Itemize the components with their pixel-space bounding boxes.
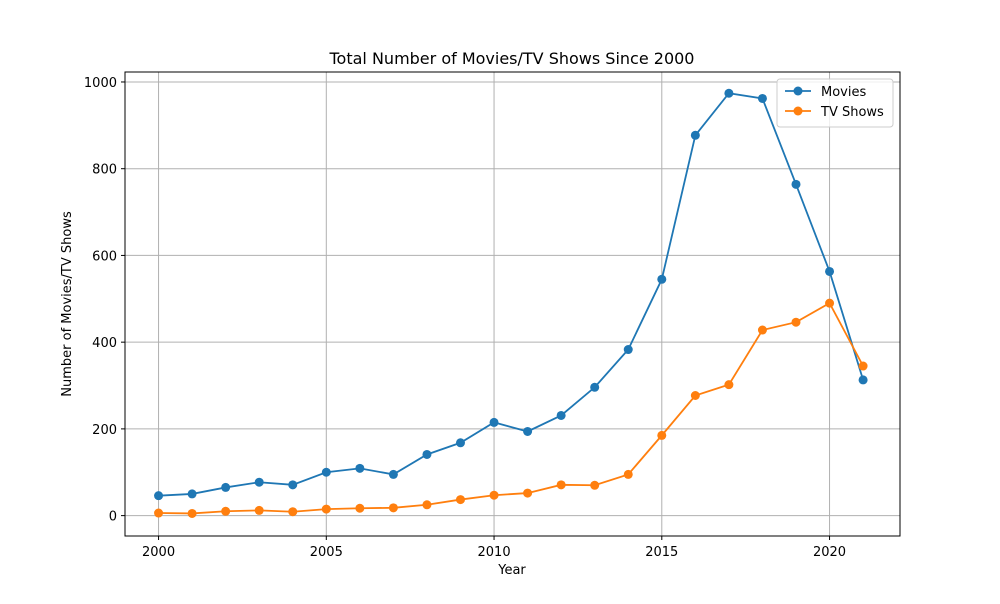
tv-shows-point bbox=[187, 508, 197, 518]
tv-shows-point bbox=[422, 500, 432, 510]
y-tick-label: 1000 bbox=[84, 76, 117, 91]
y-tick-label: 400 bbox=[92, 336, 117, 351]
movies-point bbox=[187, 489, 197, 499]
tv-shows-point bbox=[523, 488, 533, 498]
movies-point bbox=[489, 417, 499, 427]
chart-title: Total Number of Movies/TV Shows Since 20… bbox=[329, 49, 695, 68]
series-layer bbox=[154, 88, 868, 518]
tv-shows-point bbox=[288, 507, 298, 517]
movies-point bbox=[355, 463, 365, 473]
x-tick-label: 2015 bbox=[645, 545, 678, 560]
movies-point bbox=[388, 469, 398, 479]
y-axis: 0 200 400 600 800 1000 bbox=[84, 76, 125, 525]
movies-point bbox=[422, 449, 432, 459]
movies-point bbox=[858, 375, 868, 385]
legend-label-movies: Movies bbox=[821, 85, 866, 100]
movies-point bbox=[825, 266, 835, 276]
tv-shows-point bbox=[590, 480, 600, 490]
x-tick-label: 2005 bbox=[310, 545, 343, 560]
x-axis: 2000 2005 2010 2015 2020 bbox=[142, 536, 846, 560]
tv-shows-point bbox=[254, 505, 264, 515]
tv-shows-point bbox=[556, 480, 566, 490]
tv-shows-point bbox=[825, 298, 835, 308]
tv-shows-point bbox=[154, 508, 164, 518]
tv-shows-point bbox=[221, 506, 231, 516]
movies-point bbox=[321, 467, 331, 477]
y-tick-label: 200 bbox=[92, 423, 117, 438]
legend-label-tv-shows: TV Shows bbox=[820, 105, 884, 120]
legend-item-movies: Movies bbox=[785, 85, 866, 100]
movies-point bbox=[221, 482, 231, 492]
x-axis-title: Year bbox=[497, 563, 526, 578]
grid bbox=[125, 72, 900, 536]
movies-point bbox=[690, 130, 700, 140]
tv-shows-point bbox=[355, 503, 365, 513]
movies-point bbox=[724, 88, 734, 98]
movies-point bbox=[455, 438, 465, 448]
movies-point bbox=[254, 477, 264, 487]
movies-point bbox=[523, 426, 533, 436]
legend-marker-tv-shows bbox=[793, 106, 803, 116]
tv-shows-point bbox=[690, 390, 700, 400]
tv-shows-point bbox=[489, 490, 499, 500]
plot-frame bbox=[124, 71, 901, 537]
tv-shows-point bbox=[388, 503, 398, 513]
tv-shows-point bbox=[858, 361, 868, 371]
x-tick-label: 2010 bbox=[478, 545, 511, 560]
movies-point bbox=[154, 491, 164, 501]
tv-shows-line bbox=[158, 301, 864, 515]
tv-shows-point bbox=[623, 469, 633, 479]
legend-marker-movies bbox=[793, 86, 803, 96]
movies-point bbox=[757, 93, 767, 103]
tv-shows-point bbox=[321, 504, 331, 514]
movies-point bbox=[791, 179, 801, 189]
movies-line bbox=[158, 92, 864, 497]
legend-item-tv-shows: TV Shows bbox=[785, 105, 884, 120]
x-tick-label: 2020 bbox=[813, 545, 846, 560]
movies-point bbox=[657, 274, 667, 284]
movies-point bbox=[288, 480, 298, 490]
y-tick-label: 800 bbox=[92, 163, 117, 178]
movies-point bbox=[623, 345, 633, 355]
series-movies bbox=[154, 88, 868, 501]
tv-shows-point bbox=[455, 495, 465, 505]
tv-shows-point bbox=[657, 430, 667, 440]
tv-shows-point bbox=[724, 380, 734, 390]
series-tv-shows bbox=[154, 298, 868, 518]
tv-shows-point bbox=[791, 317, 801, 327]
y-tick-label: 0 bbox=[109, 510, 117, 525]
tv-shows-point bbox=[757, 325, 767, 335]
y-axis-title: Number of Movies/TV Shows bbox=[60, 211, 75, 397]
y-tick-label: 600 bbox=[92, 249, 117, 264]
legend: Movies TV Shows bbox=[776, 78, 894, 128]
x-tick-label: 2000 bbox=[142, 545, 175, 560]
movies-point bbox=[556, 410, 566, 420]
movies-point bbox=[590, 382, 600, 392]
